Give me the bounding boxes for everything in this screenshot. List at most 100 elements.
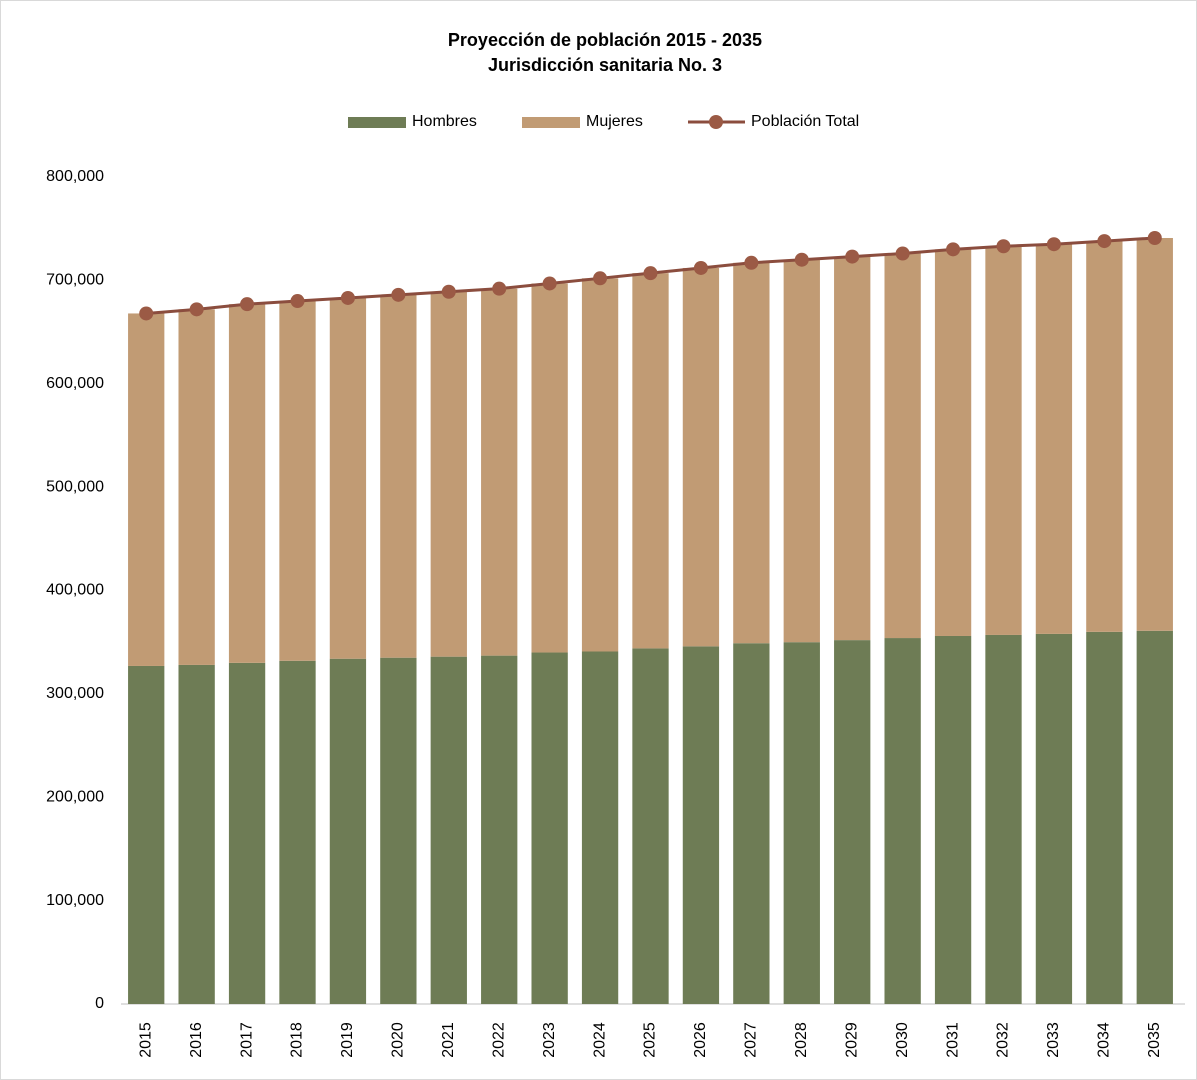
x-tick-label: 2016 (188, 1022, 205, 1058)
x-tick-label: 2026 (692, 1022, 709, 1058)
line-marker (1147, 230, 1162, 245)
line-marker (240, 297, 255, 312)
bar-segment (531, 283, 568, 653)
bar-segment (128, 313, 165, 666)
x-tick-label: 2022 (490, 1022, 507, 1058)
line-marker (895, 246, 910, 261)
x-tick-label: 2025 (642, 1022, 659, 1058)
bar-segment (1086, 631, 1123, 1004)
bar-segment (682, 267, 720, 647)
bar-segment (581, 651, 619, 1004)
line-marker (1046, 237, 1061, 252)
legend-swatch (522, 117, 580, 128)
line-marker (290, 294, 305, 309)
bar-segment (682, 646, 720, 1004)
x-tick-label: 2028 (793, 1022, 810, 1058)
y-tick-label: 600,000 (46, 375, 104, 392)
bar-segment (884, 638, 921, 1004)
line-marker (391, 287, 406, 302)
x-tick-label: 2018 (289, 1022, 306, 1058)
y-tick-label: 300,000 (46, 685, 104, 702)
line-marker (593, 271, 608, 286)
bar-segment (783, 642, 820, 1004)
bar-segment (632, 273, 669, 649)
bar-segment (985, 634, 1022, 1004)
y-tick-label: 700,000 (46, 272, 104, 289)
line-marker (946, 242, 961, 257)
bar-segment (430, 656, 467, 1004)
x-tick-label: 2024 (591, 1022, 608, 1058)
line-marker (744, 255, 759, 270)
bar-segment (481, 655, 518, 1004)
chart-subtitle: Jurisdicción sanitaria No. 3 (488, 55, 722, 75)
bar-segment (1086, 241, 1123, 632)
bar-segment (733, 643, 770, 1004)
bar-segment (178, 664, 215, 1004)
bar-segment (934, 249, 972, 636)
y-tick-label: 500,000 (46, 478, 104, 495)
legend-label: Mujeres (586, 113, 643, 130)
legend-swatch (348, 117, 406, 128)
bar-segment (1136, 237, 1173, 631)
x-tick-label: 2032 (995, 1022, 1012, 1058)
x-tick-label: 2023 (541, 1022, 558, 1058)
line-marker (845, 249, 860, 264)
legend-label: Hombres (412, 113, 477, 130)
x-tick-label: 2033 (1045, 1022, 1062, 1058)
y-tick-label: 100,000 (46, 892, 104, 909)
bar-segment (733, 262, 770, 644)
line-marker (139, 306, 154, 321)
bar-segment (531, 652, 568, 1004)
x-tick-label: 2019 (339, 1022, 356, 1058)
line-marker (189, 302, 204, 317)
line-marker (996, 239, 1011, 254)
bar-segment (329, 658, 367, 1004)
x-tick-label: 2027 (743, 1022, 760, 1058)
bar-segment (1035, 633, 1073, 1004)
bar-segment (581, 278, 619, 652)
bar-segment (430, 291, 467, 657)
bar-segment (834, 256, 871, 641)
bar-segment (481, 288, 518, 656)
y-tick-label: 200,000 (46, 788, 104, 805)
y-tick-label: 800,000 (46, 168, 104, 185)
bar-segment (279, 301, 316, 661)
x-tick-label: 2030 (894, 1022, 911, 1058)
x-tick-label: 2021 (440, 1022, 457, 1058)
x-tick-label: 2034 (1096, 1022, 1113, 1058)
line-marker (542, 276, 557, 291)
x-tick-label: 2031 (944, 1022, 961, 1058)
bar-segment (228, 662, 266, 1004)
bar-segment (380, 657, 417, 1004)
legend-label: Población Total (751, 113, 859, 130)
x-tick-label: 2020 (390, 1022, 407, 1058)
x-tick-label: 2029 (843, 1022, 860, 1058)
bar-segment (834, 640, 871, 1004)
bar-segment (128, 665, 165, 1004)
x-tick-label: 2035 (1146, 1022, 1163, 1058)
bar-segment (884, 253, 921, 639)
legend-marker (709, 115, 723, 129)
line-marker (492, 281, 507, 296)
x-tick-label: 2015 (137, 1022, 154, 1058)
bar-segment (1035, 244, 1073, 634)
bar-segment (632, 648, 669, 1004)
line-marker (441, 284, 456, 299)
line-marker (340, 290, 355, 305)
x-tick-label: 2017 (238, 1022, 255, 1058)
line-marker (794, 252, 809, 267)
y-tick-label: 0 (95, 995, 104, 1012)
bar-segment (279, 660, 316, 1004)
bar-segment (178, 309, 215, 665)
bar-segment (934, 635, 972, 1004)
bar-segment (985, 246, 1022, 635)
chart-title: Proyección de población 2015 - 2035 (448, 30, 762, 50)
bar-segment (228, 304, 266, 663)
bar-segment (380, 294, 417, 658)
y-tick-label: 400,000 (46, 582, 104, 599)
bar-segment (783, 259, 820, 643)
line-marker (1097, 234, 1112, 249)
line-marker (643, 266, 658, 281)
bar-segment (1136, 630, 1173, 1004)
